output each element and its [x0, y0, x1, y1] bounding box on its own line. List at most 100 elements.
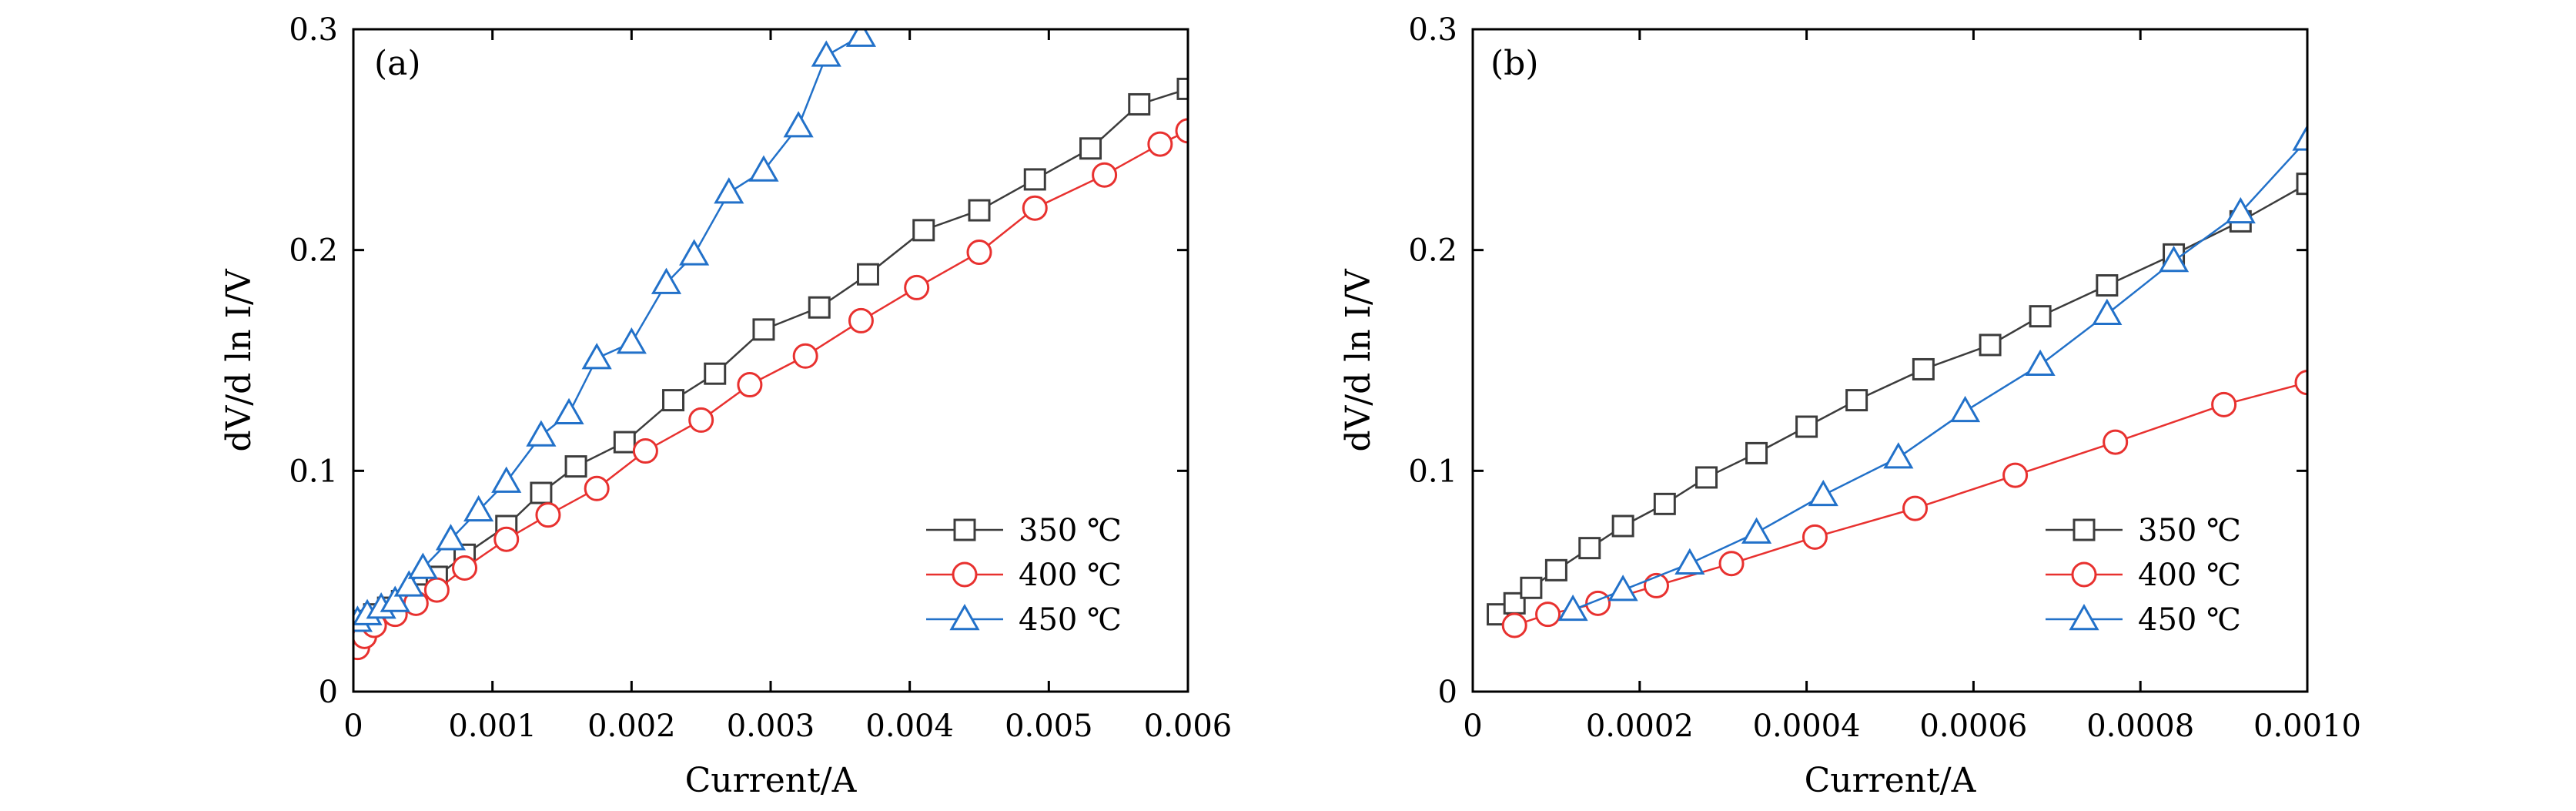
data-point — [1501, 612, 1527, 638]
data-point — [1607, 575, 1638, 602]
x-axis-title: Current/A — [685, 761, 858, 800]
legend-item: 400 ℃ — [926, 558, 1122, 593]
data-point — [2029, 305, 2052, 328]
x-tick-label: 0.0010 — [2253, 709, 2361, 744]
data-point — [679, 239, 710, 266]
data-point — [613, 431, 636, 454]
data-point — [554, 397, 584, 425]
x-tick-label: 0.0002 — [1586, 709, 1694, 744]
legend-marker — [953, 518, 976, 541]
legend-label: 400 ℃ — [1019, 558, 1122, 593]
x-tick-label: 0.003 — [727, 709, 815, 744]
data-point — [1557, 594, 1588, 622]
chart-panel-a: 0 0.001 0.002 0.003 0.004 0.005 0.006 0 0.1 0.2 0.… — [219, 12, 1232, 800]
y-axis-title: dV/d ln I/V — [219, 268, 259, 452]
legend-label: 350 ℃ — [1019, 513, 1122, 548]
data-point — [811, 40, 841, 67]
y-tick-label: 0.3 — [1408, 12, 1457, 48]
x-tick-label: 0.0004 — [1753, 709, 1861, 744]
y-tick-label: 0.1 — [289, 454, 338, 489]
data-point — [1674, 548, 1705, 575]
data-point — [1175, 118, 1188, 144]
x-tick-label: 0.005 — [1005, 709, 1093, 744]
data-point — [423, 577, 450, 603]
data-point — [1695, 466, 1718, 489]
data-point — [2211, 391, 2237, 417]
legend-label: 450 ℃ — [2138, 602, 2241, 638]
chart-panel-b: 0 0.0002 0.0004 0.0006 0.0008 0.0010 0 0.1 0.2 0.… — [1339, 12, 2361, 800]
data-point — [1535, 602, 1561, 628]
legend-item: 450 ℃ — [2046, 602, 2241, 638]
data-point — [1802, 524, 1828, 550]
data-point — [2092, 298, 2123, 326]
y-tick-label: 0 — [1438, 675, 1457, 710]
data-point — [526, 420, 557, 447]
data-point — [2294, 370, 2307, 396]
data-point — [407, 552, 438, 579]
data-point — [2002, 462, 2029, 488]
data-point — [1741, 517, 1772, 544]
data-point — [704, 362, 727, 385]
data-point — [493, 526, 520, 552]
data-point — [1883, 442, 1914, 469]
y-tick-label: 0.2 — [1408, 233, 1457, 269]
data-point — [452, 555, 478, 581]
series-line — [1497, 183, 2307, 615]
data-point — [808, 296, 831, 319]
data-point — [584, 475, 610, 501]
data-point — [530, 481, 553, 504]
y-tick-label: 0 — [319, 675, 338, 710]
data-point — [1653, 492, 1676, 515]
data-point — [1979, 333, 2002, 357]
data-point — [714, 177, 744, 204]
data-point — [752, 318, 775, 341]
y-axis-title: dV/d ln I/V — [1339, 268, 1378, 452]
data-point — [2025, 349, 2056, 376]
data-point — [2292, 124, 2307, 151]
data-point — [1912, 357, 1935, 380]
legend-marker — [2071, 561, 2097, 588]
panel-label: (a) — [374, 44, 421, 83]
data-point — [688, 407, 714, 433]
data-point — [1092, 162, 1118, 188]
legend-item: 350 ℃ — [2046, 513, 2241, 548]
data-point — [1520, 576, 1543, 599]
x-tick-label: 0 — [343, 709, 363, 744]
data-point — [2103, 429, 2129, 455]
data-point — [966, 240, 992, 266]
data-point — [1902, 495, 1929, 521]
data-point — [2158, 245, 2190, 273]
x-tick-label: 0.004 — [865, 709, 954, 744]
legend-item: 400 ℃ — [2046, 558, 2241, 593]
data-point — [1718, 551, 1745, 577]
data-point — [632, 438, 658, 464]
data-point — [848, 307, 874, 333]
data-point — [968, 199, 991, 222]
data-point — [904, 274, 930, 300]
panel-label: (b) — [1490, 44, 1539, 83]
data-point — [737, 372, 763, 398]
data-point — [1147, 131, 1173, 157]
data-point — [1079, 137, 1102, 160]
x-tick-label: 0.002 — [587, 709, 676, 744]
series-square — [1487, 173, 2307, 626]
legend: 350 ℃ 400 ℃ 450 ℃ — [2046, 513, 2241, 638]
data-point — [393, 570, 424, 597]
data-point — [845, 29, 877, 47]
data-point — [1949, 395, 1981, 423]
data-point — [463, 494, 494, 522]
y-tick-label: 0.1 — [1408, 454, 1457, 489]
data-point — [564, 455, 587, 478]
legend: 350 ℃ 400 ℃ 450 ℃ — [926, 513, 1122, 638]
legend-marker — [952, 561, 978, 588]
data-point — [1578, 537, 1601, 560]
data-point — [1128, 92, 1151, 116]
data-point — [2225, 196, 2256, 224]
x-tick-label: 0.006 — [1144, 709, 1233, 744]
plot-frame — [1471, 28, 2309, 693]
x-tick-label: 0.0006 — [1919, 709, 2027, 744]
legend-label: 350 ℃ — [2138, 513, 2241, 548]
legend-marker — [2073, 518, 2096, 541]
series-square — [353, 77, 1188, 637]
